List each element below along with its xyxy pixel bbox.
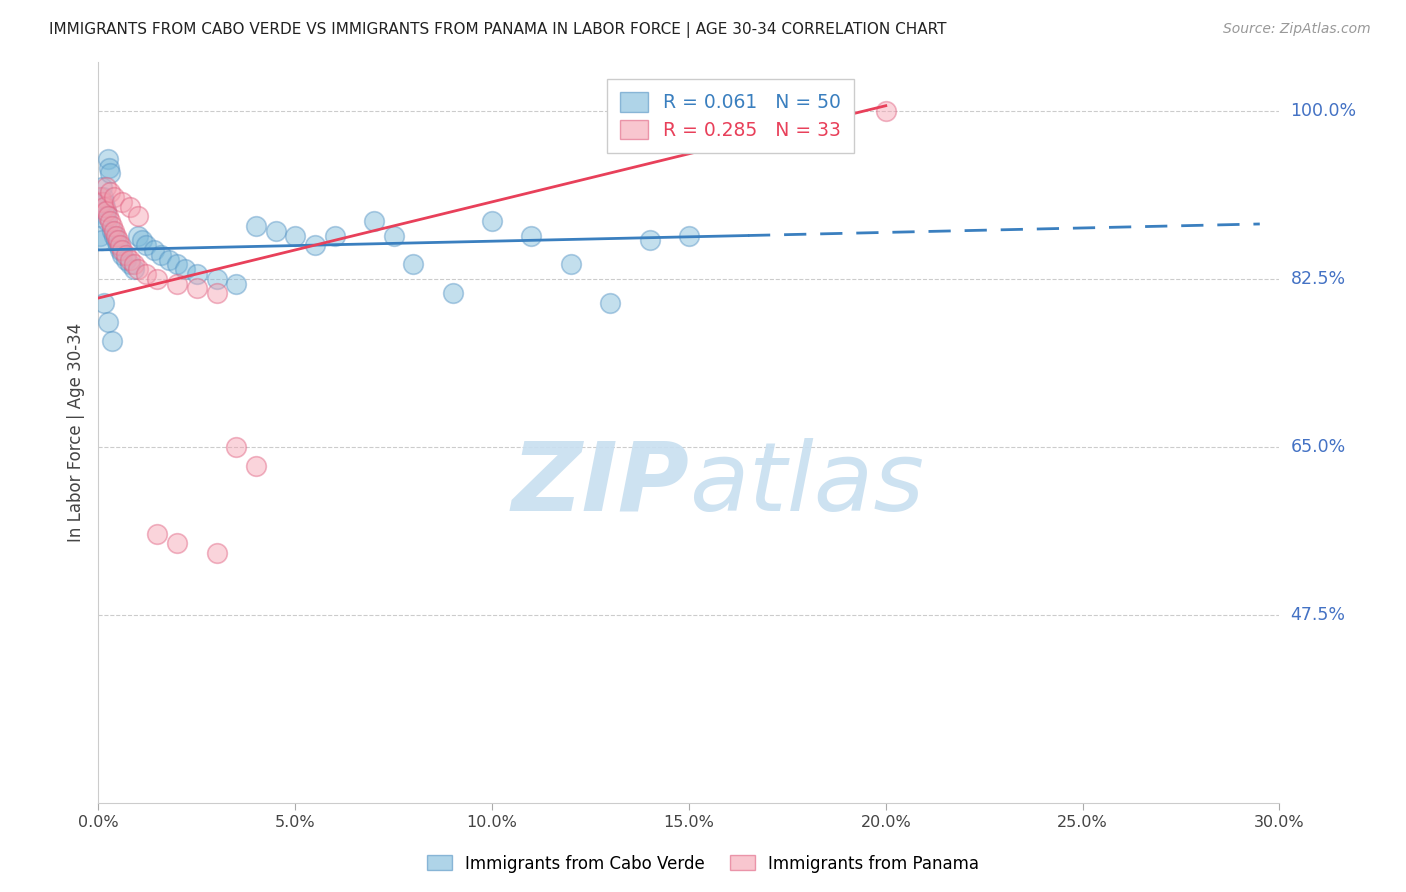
Point — [186, 281, 208, 295]
Point — [166, 536, 188, 550]
Point — [245, 219, 267, 233]
Point — [205, 272, 228, 286]
Point — [111, 194, 134, 209]
Point — [97, 315, 120, 329]
Point — [103, 224, 125, 238]
Point — [108, 243, 131, 257]
Text: atlas: atlas — [689, 438, 924, 531]
Legend: Immigrants from Cabo Verde, Immigrants from Panama: Immigrants from Cabo Verde, Immigrants f… — [420, 848, 986, 880]
Point — [91, 194, 114, 209]
Text: IMMIGRANTS FROM CABO VERDE VS IMMIGRANTS FROM PANAMA IN LABOR FORCE | AGE 30-34 : IMMIGRANTS FROM CABO VERDE VS IMMIGRANTS… — [49, 22, 946, 38]
Point — [166, 277, 188, 291]
Point — [108, 238, 131, 252]
Point — [875, 103, 897, 118]
Point — [481, 214, 503, 228]
Point — [225, 440, 247, 454]
Point — [142, 243, 165, 257]
Point — [98, 161, 121, 176]
Point — [107, 238, 129, 252]
Y-axis label: In Labor Force | Age 30-34: In Labor Force | Age 30-34 — [66, 323, 84, 542]
Point — [678, 228, 700, 243]
Point — [225, 277, 247, 291]
Point — [103, 228, 125, 243]
Legend: R = 0.061   N = 50, R = 0.285   N = 33: R = 0.061 N = 50, R = 0.285 N = 33 — [606, 79, 853, 153]
Point — [363, 214, 385, 228]
Point — [91, 190, 114, 204]
Point — [638, 233, 661, 247]
Point — [402, 257, 425, 271]
Point — [103, 190, 125, 204]
Point — [93, 200, 115, 214]
Point — [93, 295, 115, 310]
Point — [96, 180, 118, 194]
Point — [127, 228, 149, 243]
Point — [284, 228, 307, 243]
Point — [205, 546, 228, 560]
Point — [105, 228, 128, 243]
Point — [146, 272, 169, 286]
Point — [101, 224, 124, 238]
Point — [150, 248, 173, 262]
Point — [382, 228, 405, 243]
Point — [111, 243, 134, 257]
Point — [111, 248, 134, 262]
Point — [101, 219, 124, 233]
Point — [105, 233, 128, 247]
Point — [115, 248, 138, 262]
Point — [98, 186, 121, 200]
Point — [96, 209, 118, 223]
Point — [304, 238, 326, 252]
Point — [118, 257, 141, 271]
Point — [96, 214, 118, 228]
Point — [94, 204, 117, 219]
Point — [115, 252, 138, 267]
Point — [96, 204, 118, 219]
Point — [127, 262, 149, 277]
Point — [98, 166, 121, 180]
Point — [90, 233, 112, 247]
Text: 47.5%: 47.5% — [1291, 607, 1346, 624]
Point — [101, 334, 124, 349]
Point — [97, 209, 120, 223]
Point — [93, 194, 115, 209]
Point — [205, 286, 228, 301]
Point — [146, 526, 169, 541]
Text: 82.5%: 82.5% — [1291, 269, 1346, 288]
Point — [174, 262, 197, 277]
Point — [98, 214, 121, 228]
Point — [245, 459, 267, 474]
Point — [122, 257, 145, 271]
Point — [91, 180, 114, 194]
Point — [118, 252, 141, 267]
Point — [560, 257, 582, 271]
Point — [131, 233, 153, 247]
Point — [107, 233, 129, 247]
Point — [157, 252, 180, 267]
Point — [166, 257, 188, 271]
Text: 65.0%: 65.0% — [1291, 438, 1346, 456]
Point — [97, 152, 120, 166]
Point — [93, 200, 115, 214]
Point — [122, 262, 145, 277]
Text: 100.0%: 100.0% — [1291, 102, 1357, 120]
Point — [323, 228, 346, 243]
Point — [441, 286, 464, 301]
Text: Source: ZipAtlas.com: Source: ZipAtlas.com — [1223, 22, 1371, 37]
Point — [264, 224, 287, 238]
Point — [127, 209, 149, 223]
Point — [135, 238, 157, 252]
Point — [599, 295, 621, 310]
Point — [89, 228, 111, 243]
Point — [135, 267, 157, 281]
Text: ZIP: ZIP — [510, 438, 689, 531]
Point — [520, 228, 543, 243]
Point — [89, 190, 111, 204]
Point — [186, 267, 208, 281]
Point — [118, 200, 141, 214]
